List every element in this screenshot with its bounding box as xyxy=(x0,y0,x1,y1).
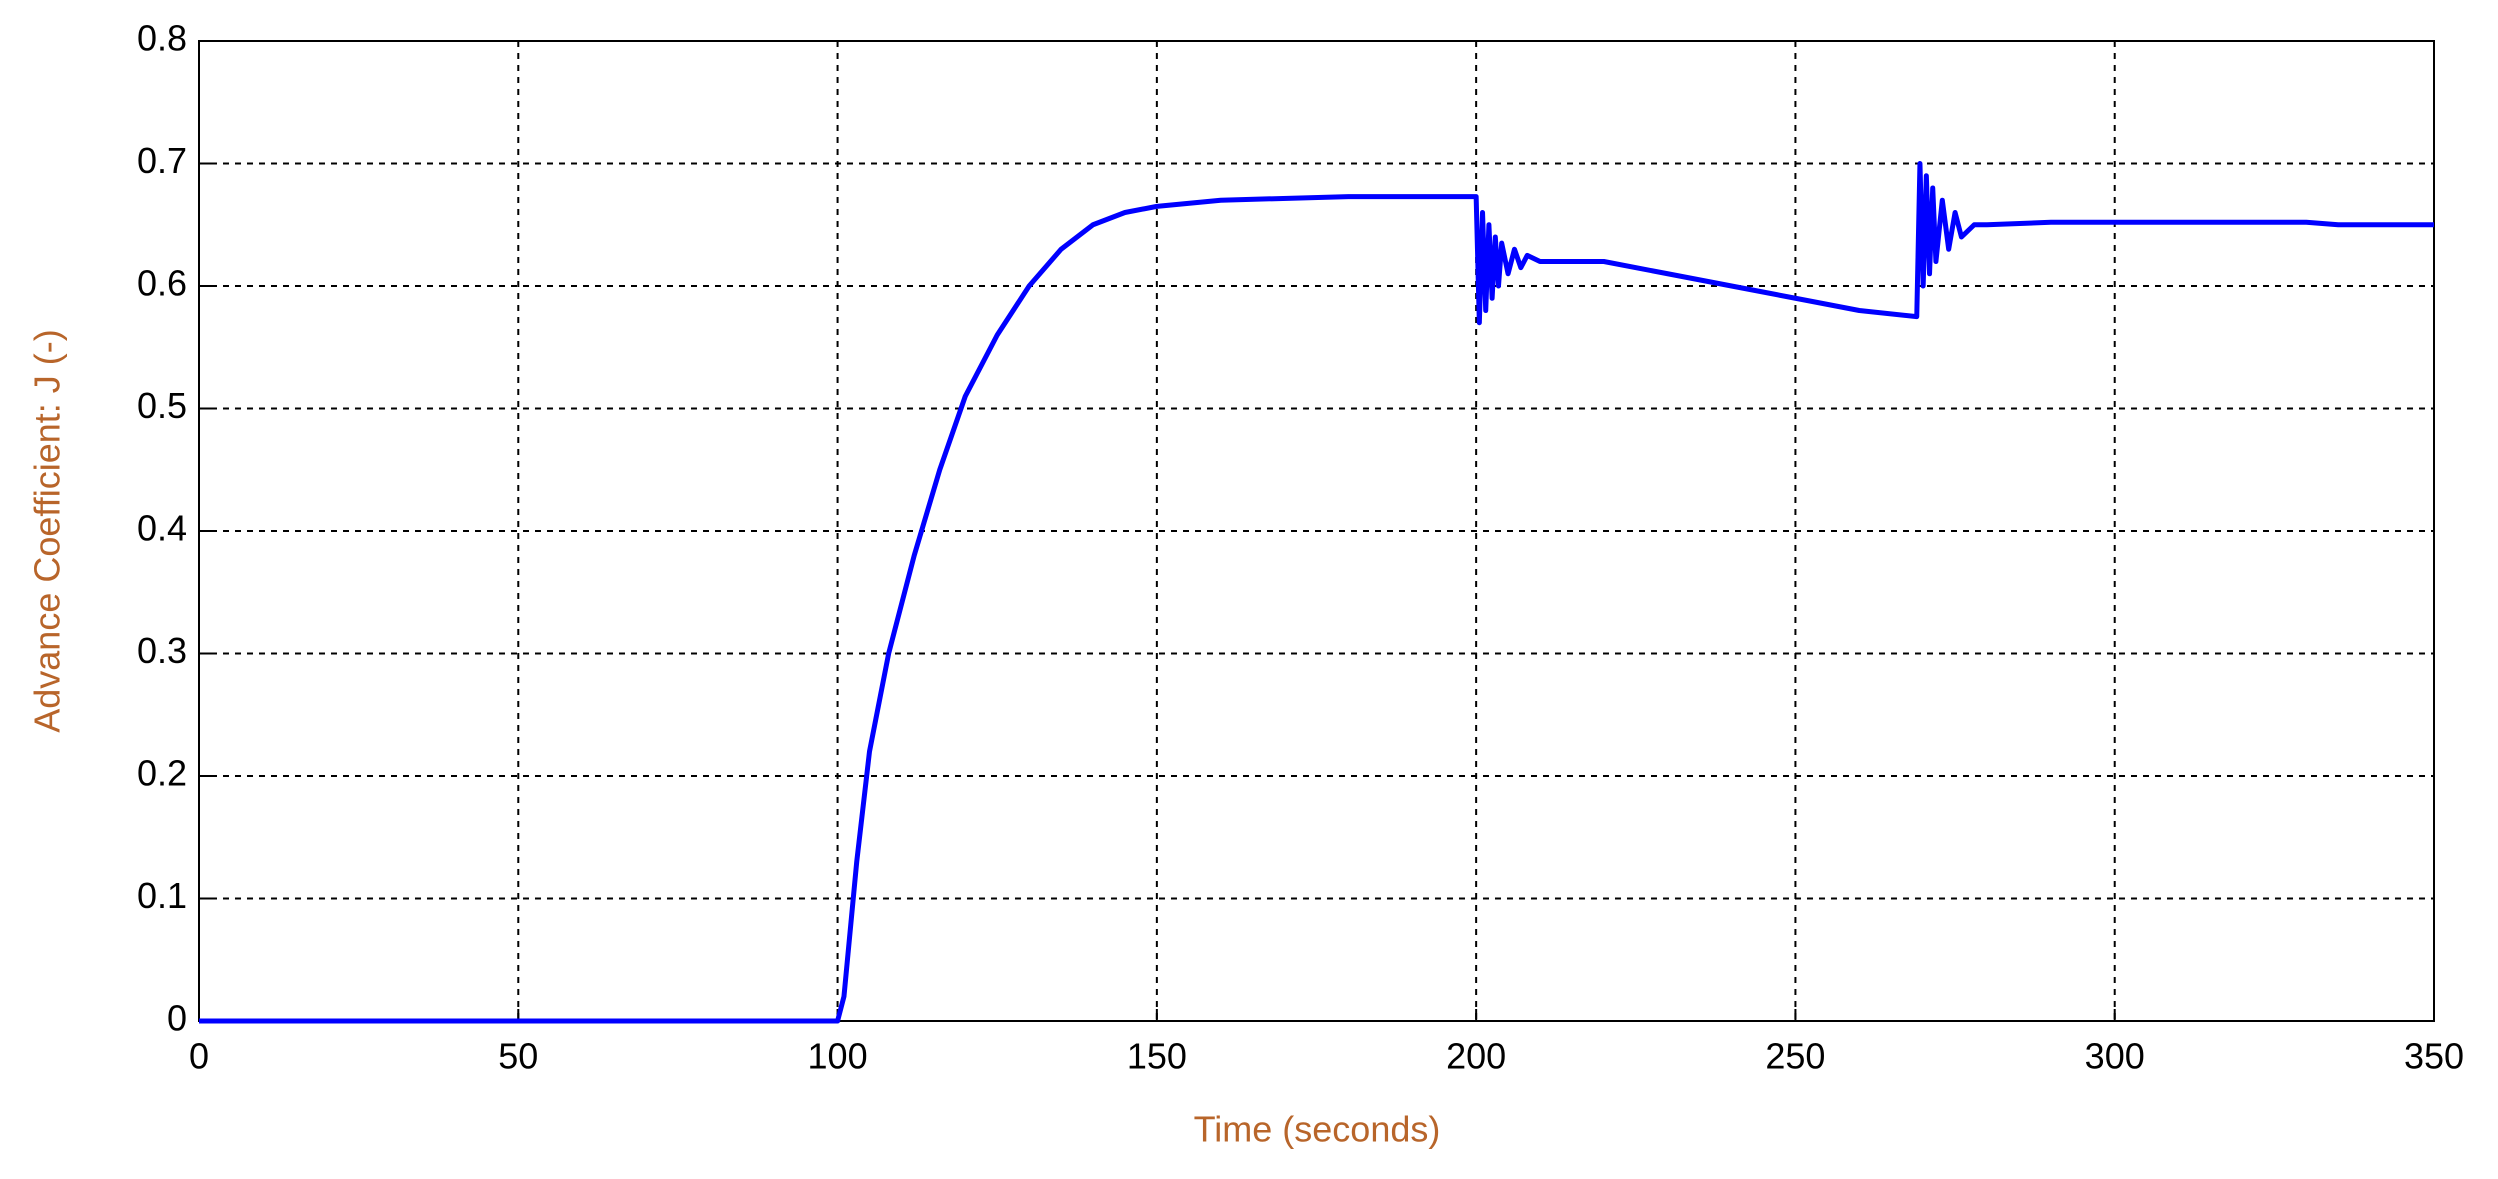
x-tick-label: 350 xyxy=(2404,1036,2464,1077)
x-tick-label: 300 xyxy=(2085,1036,2145,1077)
x-tick-label: 50 xyxy=(498,1036,538,1077)
y-axis-label: Advance Coefficient: J (-) xyxy=(27,329,68,733)
x-tick-label: 250 xyxy=(1765,1036,1825,1077)
y-tick-label: 0.6 xyxy=(137,263,187,304)
data-line xyxy=(199,161,2434,1024)
y-tick-label: 0 xyxy=(167,998,187,1039)
y-tick-label: 0.1 xyxy=(137,875,187,916)
x-tick-label: 100 xyxy=(808,1036,868,1077)
y-tick-label: 0.2 xyxy=(137,753,187,794)
x-tick-label: 150 xyxy=(1127,1036,1187,1077)
plot-frame xyxy=(198,40,2435,1022)
x-tick-label: 200 xyxy=(1446,1036,1506,1077)
x-axis-label: Time (seconds) xyxy=(1194,1109,1441,1150)
y-tick-label: 0.3 xyxy=(137,630,187,671)
y-tick-label: 0.7 xyxy=(137,140,187,181)
x-tick-label: 0 xyxy=(189,1036,209,1077)
y-tick-label: 0.8 xyxy=(137,18,187,59)
y-tick-label: 0.5 xyxy=(137,385,187,426)
y-tick-label: 0.4 xyxy=(137,508,187,549)
